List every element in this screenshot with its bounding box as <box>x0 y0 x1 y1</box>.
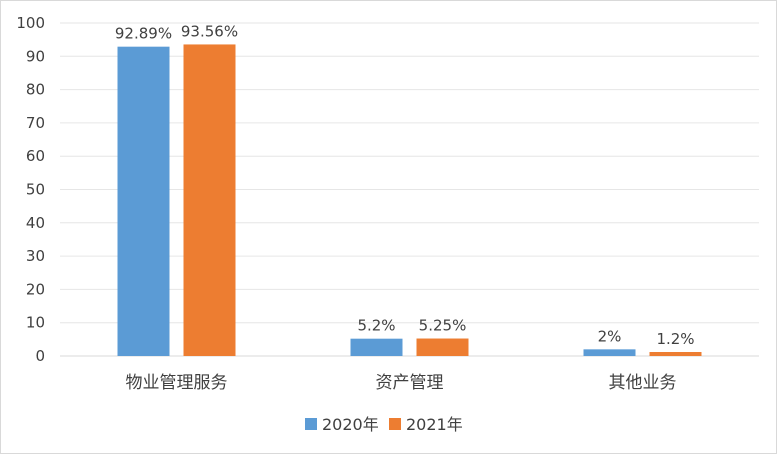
x-category-label: 其他业务 <box>609 373 677 393</box>
bar[interactable] <box>183 44 236 357</box>
data-label: 1.2% <box>656 330 694 348</box>
data-label: 2% <box>598 327 622 345</box>
bar[interactable] <box>583 349 636 356</box>
bar[interactable] <box>350 338 403 356</box>
y-tick-label: 0 <box>35 347 45 365</box>
y-tick-label: 60 <box>26 147 45 165</box>
bar[interactable] <box>117 46 170 356</box>
y-tick-label: 50 <box>26 181 45 199</box>
data-label: 92.89% <box>115 25 172 43</box>
data-label: 5.25% <box>419 317 467 335</box>
y-tick-label: 10 <box>26 314 45 332</box>
y-tick-label: 100 <box>16 14 45 32</box>
legend-swatch <box>305 418 317 430</box>
legend-swatch <box>389 418 401 430</box>
y-tick-label: 30 <box>26 247 45 265</box>
bar[interactable] <box>649 352 702 356</box>
y-tick-label: 80 <box>26 81 45 99</box>
legend-label: 2021年 <box>406 415 463 434</box>
y-tick-label: 70 <box>26 114 45 132</box>
data-label: 5.2% <box>357 317 395 335</box>
legend-label: 2020年 <box>322 415 379 434</box>
bar[interactable] <box>416 338 469 356</box>
data-label: 93.56% <box>181 22 238 40</box>
y-tick-label: 40 <box>26 214 45 232</box>
x-category-label: 资产管理 <box>376 373 444 393</box>
y-tick-label: 90 <box>26 47 45 65</box>
x-category-label: 物业管理服务 <box>126 373 228 393</box>
y-tick-label: 20 <box>26 280 45 298</box>
